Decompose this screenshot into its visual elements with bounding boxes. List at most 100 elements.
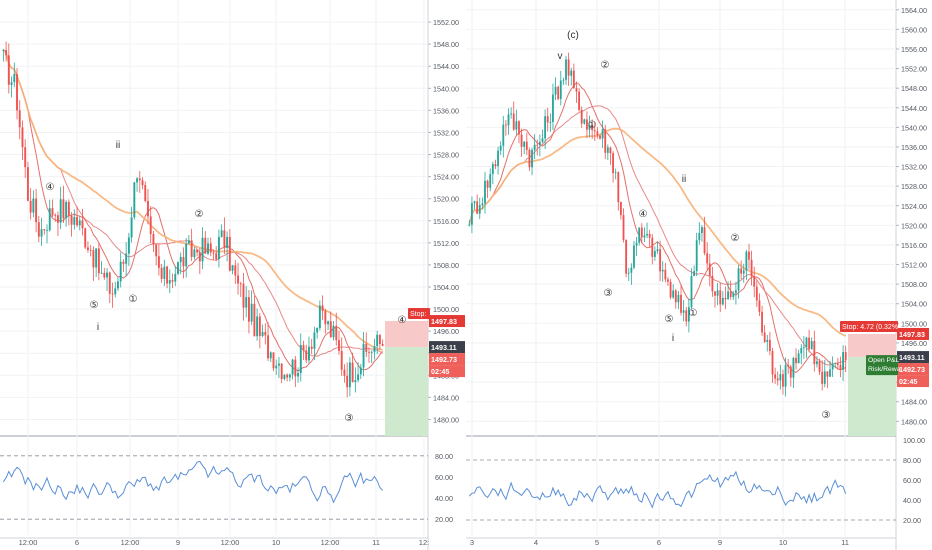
candle[interactable] [742, 263, 745, 283]
candle[interactable] [512, 101, 515, 132]
candle[interactable] [471, 196, 473, 234]
candle[interactable] [659, 240, 662, 282]
candle[interactable] [46, 224, 48, 244]
candle[interactable] [614, 168, 617, 180]
candle[interactable] [297, 367, 300, 383]
candle[interactable] [842, 345, 844, 381]
time-tick-label[interactable]: 11 [841, 538, 849, 547]
candle[interactable] [168, 269, 171, 294]
candle[interactable] [92, 246, 95, 281]
left-candles[interactable] [2, 41, 384, 398]
candle[interactable] [753, 266, 756, 298]
candle[interactable] [228, 229, 231, 272]
candle[interactable] [24, 139, 27, 178]
candle[interactable] [373, 338, 376, 360]
candle[interactable] [152, 230, 155, 252]
candle[interactable] [515, 109, 518, 135]
candle[interactable] [596, 127, 599, 139]
candle[interactable] [340, 337, 343, 376]
candle[interactable] [247, 289, 250, 334]
candle[interactable] [234, 260, 237, 285]
candle[interactable] [321, 295, 324, 320]
candle[interactable] [76, 206, 78, 228]
time-tick-label[interactable]: 9 [176, 538, 180, 547]
candle[interactable] [67, 199, 70, 226]
time-tick-label[interactable]: 11 [372, 538, 380, 547]
candle[interactable] [802, 336, 805, 359]
candle[interactable] [706, 242, 709, 270]
candle[interactable] [518, 120, 520, 144]
candle[interactable] [609, 146, 612, 165]
candle[interactable] [223, 217, 226, 255]
right-candles[interactable] [468, 52, 847, 397]
candle[interactable] [231, 264, 234, 275]
candle[interactable] [771, 348, 774, 383]
candle[interactable] [763, 325, 766, 343]
candle[interactable] [237, 262, 239, 295]
candle[interactable] [808, 329, 811, 353]
candle[interactable] [656, 241, 659, 254]
candle[interactable] [766, 334, 769, 352]
candle[interactable] [267, 322, 269, 361]
candle[interactable] [198, 248, 201, 275]
candle[interactable] [698, 222, 701, 245]
candle[interactable] [106, 267, 109, 291]
candle[interactable] [190, 228, 193, 262]
candle[interactable] [81, 208, 84, 236]
candle[interactable] [758, 293, 761, 316]
stop-label[interactable]: Stop: [408, 308, 430, 320]
candle[interactable] [695, 232, 698, 277]
candle[interactable] [313, 326, 316, 361]
candle[interactable] [601, 120, 604, 148]
candle[interactable] [604, 124, 607, 160]
candle[interactable] [557, 85, 560, 101]
candle[interactable] [612, 151, 614, 183]
candle[interactable] [10, 76, 13, 98]
candle[interactable] [711, 266, 714, 297]
candle[interactable] [826, 371, 829, 389]
candle[interactable] [523, 140, 526, 155]
candle[interactable] [528, 147, 531, 171]
candle[interactable] [376, 330, 379, 355]
candle[interactable] [283, 374, 286, 381]
candle[interactable] [332, 321, 335, 341]
candle[interactable] [484, 171, 486, 214]
candle[interactable] [212, 249, 215, 260]
candle[interactable] [209, 237, 212, 257]
candle[interactable] [797, 349, 800, 364]
time-tick-label[interactable]: 12:00 [19, 538, 38, 547]
candle[interactable] [157, 243, 160, 276]
candle[interactable] [549, 113, 552, 132]
candle[interactable] [839, 356, 842, 378]
candle[interactable] [836, 357, 839, 370]
candle[interactable] [800, 344, 803, 365]
candle[interactable] [774, 367, 777, 384]
candle[interactable] [536, 139, 539, 156]
candle[interactable] [795, 348, 797, 370]
candle[interactable] [627, 268, 630, 282]
candle[interactable] [729, 280, 732, 300]
candle[interactable] [779, 364, 782, 390]
candle[interactable] [653, 246, 656, 261]
candle[interactable] [354, 367, 357, 393]
candle[interactable] [177, 261, 179, 276]
candle[interactable] [95, 248, 98, 277]
candle[interactable] [54, 213, 57, 222]
candle[interactable] [62, 185, 65, 223]
candle[interactable] [685, 306, 688, 327]
candle[interactable] [381, 339, 384, 347]
candle[interactable] [261, 324, 264, 338]
candle[interactable] [171, 273, 174, 289]
candle[interactable] [185, 238, 188, 278]
candle[interactable] [810, 337, 813, 350]
candle[interactable] [310, 338, 313, 355]
candle[interactable] [114, 281, 117, 298]
candle[interactable] [65, 200, 68, 227]
candle[interactable] [674, 288, 677, 309]
candle[interactable] [316, 327, 319, 339]
candle[interactable] [136, 177, 139, 192]
candle[interactable] [782, 369, 784, 395]
candle[interactable] [562, 77, 565, 85]
candle[interactable] [625, 239, 628, 278]
candle[interactable] [220, 224, 223, 238]
